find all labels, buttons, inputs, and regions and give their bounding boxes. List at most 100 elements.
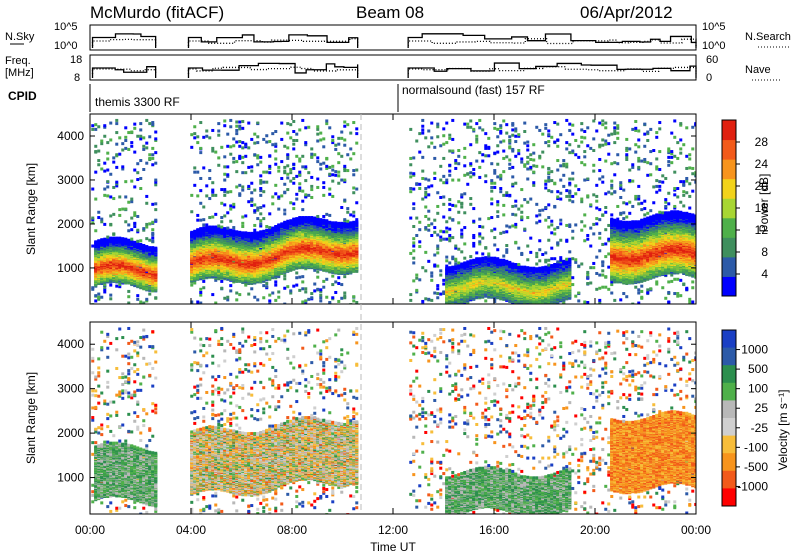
beam-title: Beam 08: [356, 3, 424, 22]
nsky-label: N.Sky: [5, 31, 35, 43]
colorbar-swatch: [722, 139, 736, 160]
cpid-segment-1: themis 3300 RF: [95, 95, 180, 109]
strip-trace: [91, 38, 157, 46]
strip-trace: [407, 33, 697, 48]
x-tick-label: 20:00: [580, 523, 610, 537]
nsearch-label: N.Search: [745, 31, 791, 43]
strip-trace: [407, 38, 697, 46]
colorbar-swatch: [722, 256, 736, 277]
velocity-panel: 1000 2000 3000 4000 00:00 04:00 08:00 12:00 16:…: [24, 114, 790, 554]
velocity-y-ticks: 1000 2000 3000 4000: [57, 337, 696, 485]
colorbar-swatch: [722, 237, 736, 258]
x-tick-label: 12:00: [378, 523, 408, 537]
x-tick-label: 00:00: [681, 523, 711, 537]
y-tick-label: 1000: [57, 471, 84, 485]
nsky-strip: N.Sky 10^5 10^0 10^5 10^0 N.Search: [5, 21, 791, 52]
power-colorbar-label: Power [dB]: [757, 174, 771, 233]
colorbar-swatch: [722, 470, 736, 489]
x-axis-label: Time UT: [370, 540, 416, 554]
freq-strip: Freq. [MHz] 18 8 60 0 Nave: [5, 54, 780, 84]
colorbar-swatch: [722, 382, 736, 401]
strip-trace: [187, 62, 359, 78]
strip-trace: [407, 66, 697, 74]
nsky-tick-bottom: 10^0: [54, 40, 78, 52]
colorbar-tick-label: 24: [755, 157, 769, 171]
x-tick-label: 00:00: [75, 523, 105, 537]
colorbar-tick-label: 8: [761, 245, 768, 259]
colorbar-swatch: [722, 120, 736, 141]
colorbar-tick-label: 12: [755, 223, 769, 237]
colorbar-frame: [721, 329, 737, 507]
cpid-segment-2: normalsound (fast) 157 RF: [402, 83, 545, 97]
colorbar-tick-label: 16: [755, 201, 769, 215]
station-title: McMurdo (fitACF): [90, 3, 224, 22]
colorbar-tick-label: -500: [744, 460, 768, 474]
freq-lines: [91, 62, 697, 78]
colorbar-swatch: [722, 365, 736, 384]
nsky-lines: [91, 33, 697, 48]
velocity-data: [91, 326, 696, 514]
velocity-colorbar-label: Velocity [m s⁻¹]: [776, 389, 790, 470]
colorbar-tick-label: -25: [751, 421, 769, 435]
velocity-y-label: Slant Range [km]: [24, 372, 38, 464]
colorbar-swatch: [722, 217, 736, 238]
strip-trace: [407, 62, 697, 78]
colorbar-tick-label: 100: [748, 382, 768, 396]
freq-label-1: Freq.: [5, 55, 31, 67]
strip-trace: [91, 33, 157, 48]
cpid-strip: CPID themis 3300 RF normalsound (fast) 1…: [8, 83, 545, 112]
date-title: 06/Apr/2012: [580, 3, 673, 22]
y-tick-label: 3000: [57, 382, 84, 396]
freq-frame: [89, 54, 697, 81]
strip-trace: [91, 68, 157, 74]
strip-trace: [187, 34, 359, 48]
x-tick-label: 08:00: [277, 523, 307, 537]
freq-tick-bottom: 8: [74, 72, 80, 84]
y-tick-label: 4000: [57, 337, 84, 351]
colorbar-swatch: [722, 418, 736, 437]
colorbar-swatch: [722, 330, 736, 349]
nave-tick-top: 60: [706, 54, 718, 66]
power-y-label: Slant Range [km]: [24, 163, 38, 255]
nave-tick-bottom: 0: [706, 72, 712, 84]
cpid-label: CPID: [8, 89, 37, 103]
strip-trace: [187, 38, 359, 46]
colorbar-tick-label: 500: [748, 362, 768, 376]
nsearch-tick-bottom: 10^0: [702, 40, 726, 52]
colorbar-tick-label: 25: [755, 401, 769, 415]
colorbar-tick-label: 4: [761, 267, 768, 281]
power-y-ticks: 1000 2000 3000 4000: [57, 129, 696, 275]
colorbar-swatch: [722, 276, 736, 297]
nave-label: Nave: [745, 64, 771, 76]
colorbar-swatch: [722, 488, 736, 507]
colorbar-tick-label: -1000: [737, 479, 768, 493]
freq-tick-top: 18: [70, 54, 82, 66]
colorbar-swatch: [722, 453, 736, 472]
colorbar-swatch: [722, 159, 736, 180]
y-tick-label: 1000: [57, 261, 84, 275]
nsky-frame: [89, 24, 697, 51]
colorbar-tick-label: 1000: [741, 343, 768, 357]
power-data: [91, 118, 696, 304]
y-tick-label: 2000: [57, 217, 84, 231]
freq-label-2: [MHz]: [5, 67, 34, 79]
y-tick-label: 3000: [57, 173, 84, 187]
velocity-x-ticks: 00:00 04:00 08:00 12:00 16:00 20:00 00:00: [75, 114, 711, 537]
strip-trace: [91, 66, 157, 78]
power-panel: 1000 2000 3000 4000 Slant Range [km] 28 24 20…: [24, 113, 771, 305]
velocity-colorbar: 1000 500 100 25 -25 -100 -500 -1000: [721, 329, 769, 507]
colorbar-tick-label: 28: [755, 135, 769, 149]
y-tick-label: 4000: [57, 129, 84, 143]
colorbar-tick-label: 20: [755, 179, 769, 193]
power-colorbar: 28 24 20 16 12 8 4: [721, 119, 769, 297]
colorbar-swatch: [722, 400, 736, 419]
nsearch-tick-top: 10^5: [702, 21, 726, 33]
colorbar-swatch: [722, 198, 736, 219]
x-tick-label: 04:00: [176, 523, 206, 537]
colorbar-swatch: [722, 178, 736, 199]
colorbar-tick-label: -100: [744, 440, 768, 454]
colorbar-swatch: [722, 435, 736, 454]
strip-trace: [187, 66, 359, 74]
y-tick-label: 2000: [57, 426, 84, 440]
